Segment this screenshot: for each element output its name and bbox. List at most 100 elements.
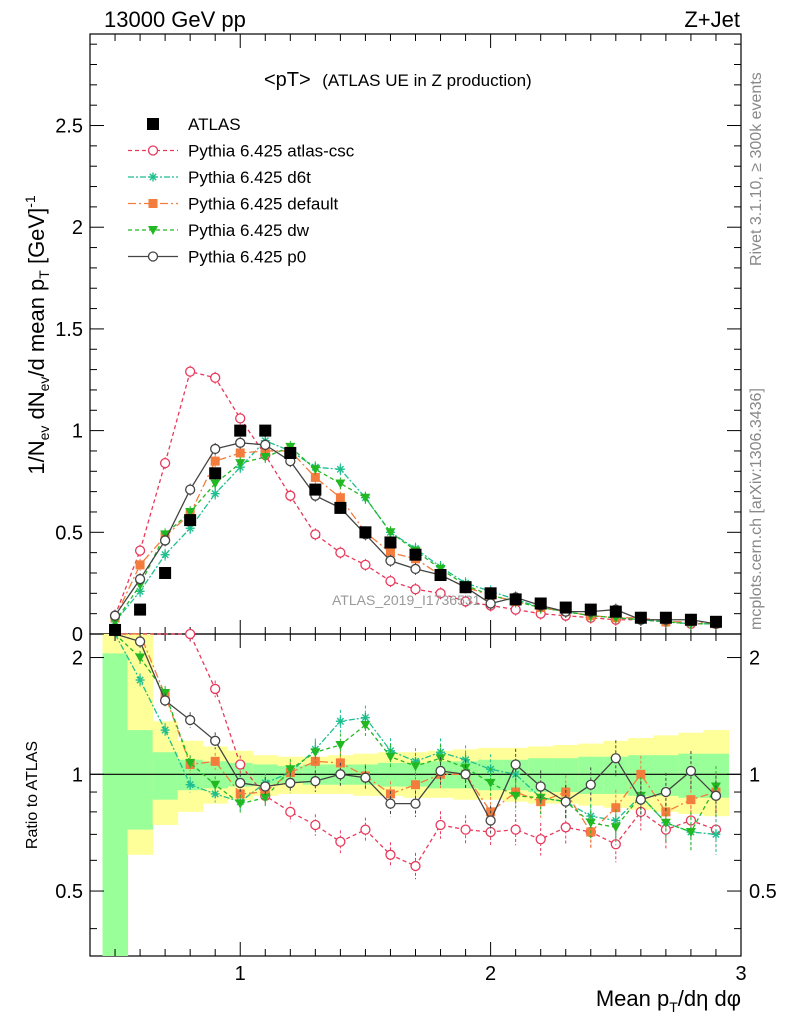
ratio-point bbox=[636, 769, 646, 779]
ratio-y-axis-label: Ratio to ATLAS bbox=[24, 741, 41, 849]
data-point bbox=[184, 514, 197, 527]
chart-title-main: <pT> bbox=[264, 69, 311, 91]
legend-marker bbox=[148, 226, 158, 235]
marker-stroke bbox=[161, 726, 169, 734]
data-point bbox=[109, 623, 122, 636]
data-point bbox=[684, 613, 697, 626]
data-point bbox=[359, 526, 372, 539]
ratio-point bbox=[210, 683, 221, 695]
ratio-point bbox=[335, 716, 345, 726]
ratio-point bbox=[285, 765, 296, 775]
header-right: Z+Jet bbox=[684, 7, 740, 32]
ratio-point bbox=[360, 824, 371, 835]
series-point bbox=[385, 575, 396, 587]
ratio-point bbox=[135, 653, 146, 663]
ratio-point bbox=[210, 789, 220, 799]
ratio-point bbox=[535, 781, 546, 792]
data-point bbox=[609, 605, 622, 618]
ratio-y-tick-label: 2 bbox=[72, 648, 83, 670]
legend-marker bbox=[147, 145, 159, 156]
series-point bbox=[210, 489, 220, 499]
series-point bbox=[285, 490, 296, 501]
legend-label: ATLAS bbox=[188, 115, 241, 134]
marker-stroke bbox=[211, 790, 219, 798]
marker-stroke bbox=[712, 830, 720, 839]
data-point bbox=[534, 597, 547, 610]
ratio-point bbox=[611, 803, 621, 813]
data-point bbox=[309, 483, 322, 496]
series-point bbox=[260, 453, 271, 463]
ratio-point bbox=[360, 772, 371, 783]
series-point bbox=[485, 598, 496, 609]
y-tick-label: 0 bbox=[72, 624, 83, 646]
ratio-point bbox=[610, 823, 621, 833]
ratio-point bbox=[460, 763, 471, 773]
ratio-point bbox=[385, 849, 396, 860]
legend-marker bbox=[148, 199, 158, 208]
ratio-point bbox=[710, 790, 722, 801]
ratio-point bbox=[435, 819, 446, 831]
ratio-point bbox=[485, 815, 496, 826]
ratio-point bbox=[661, 807, 671, 817]
ratio-point bbox=[686, 795, 696, 805]
data-point bbox=[659, 611, 672, 624]
ratio-point bbox=[460, 824, 471, 835]
series-point bbox=[134, 573, 146, 585]
series-point bbox=[135, 560, 145, 570]
ratio-point bbox=[610, 753, 621, 764]
series-point bbox=[210, 443, 221, 455]
ratio-point bbox=[185, 780, 195, 790]
series-point bbox=[385, 528, 396, 538]
ratio-point bbox=[185, 714, 196, 726]
ratio-point bbox=[260, 781, 271, 792]
series-point bbox=[210, 372, 221, 383]
band-inner-bin bbox=[127, 730, 154, 830]
mcplots-label: mcplots.cern.ch [arXiv:1306.3436] bbox=[748, 388, 765, 630]
main-series bbox=[109, 365, 722, 636]
ratio-point bbox=[510, 791, 521, 801]
ratio-point bbox=[410, 860, 421, 872]
marker-stroke bbox=[161, 551, 169, 559]
band-inner-bin bbox=[102, 653, 129, 956]
series-point bbox=[159, 458, 171, 469]
ratio-point bbox=[285, 777, 296, 789]
axis-ticks: 1 2 3 0 0.5 1 1.5 2 2.5 0.5 0.5 1 1 2 2 bbox=[55, 34, 777, 985]
data-point bbox=[384, 536, 397, 549]
legend-label: Pythia 6.425 p0 bbox=[188, 248, 306, 267]
series-point bbox=[109, 610, 121, 621]
ratio-point bbox=[235, 789, 245, 799]
series-point bbox=[160, 550, 170, 560]
x-tick-label: 3 bbox=[735, 963, 746, 985]
series-point bbox=[235, 413, 246, 424]
ratio-point bbox=[134, 636, 146, 647]
ratio-point bbox=[560, 822, 571, 833]
header-left: 13000 GeV pp bbox=[104, 7, 246, 32]
ratio-point bbox=[660, 818, 671, 828]
ratio-y-tick-label: 1 bbox=[72, 764, 83, 786]
data-point bbox=[634, 611, 647, 624]
ratio-point bbox=[560, 796, 571, 807]
analysis-watermark: ATLAS_2019_I1736531 bbox=[332, 592, 481, 608]
legend-marker bbox=[148, 172, 158, 182]
series-point bbox=[385, 555, 396, 566]
data-point bbox=[159, 566, 172, 579]
series-point bbox=[410, 584, 421, 595]
series-point bbox=[310, 529, 321, 540]
series-point bbox=[360, 559, 371, 570]
x-tick-label: 1 bbox=[235, 963, 246, 985]
ratio-point bbox=[235, 759, 246, 770]
series-point bbox=[410, 563, 421, 575]
series-point bbox=[235, 459, 246, 469]
ratio-point bbox=[410, 762, 421, 772]
x-axis-label: Mean pT/dη dφ bbox=[596, 986, 741, 1015]
ratio-y-tick-label: 0.5 bbox=[55, 881, 83, 903]
series-point bbox=[335, 479, 346, 489]
ratio-point bbox=[335, 769, 346, 780]
marker-stroke bbox=[149, 173, 157, 181]
marker-stroke bbox=[361, 713, 370, 722]
data-point bbox=[484, 587, 497, 600]
series-point bbox=[159, 535, 171, 546]
series-point bbox=[210, 479, 221, 489]
legend-marker bbox=[147, 251, 159, 262]
